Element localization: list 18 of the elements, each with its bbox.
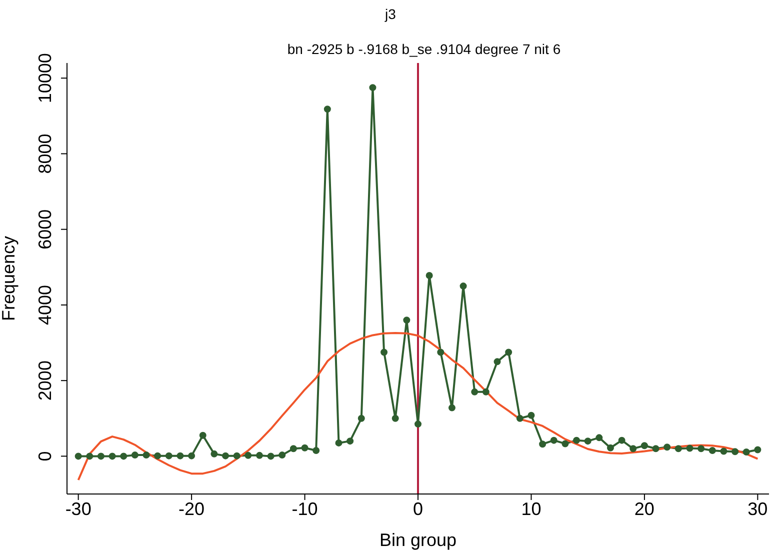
y-axis-title: Frequency xyxy=(0,236,18,322)
x-tick-label: 10 xyxy=(521,498,542,519)
chart-subtitle: bn -2925 b -.9168 b_se .9104 degree 7 nit 6 xyxy=(286,41,562,57)
x-tick-label: 30 xyxy=(748,498,768,519)
y-tick-label: 6000 xyxy=(35,209,55,250)
line-series xyxy=(77,332,759,482)
x-tick-label: 20 xyxy=(634,498,654,519)
x-tick-label: -10 xyxy=(292,498,318,519)
y-tick-label: 10000 xyxy=(35,53,55,104)
y-tick-label: 8000 xyxy=(35,134,55,174)
x-axis-title: Bin group xyxy=(379,530,457,550)
x-tick-label: -30 xyxy=(65,498,92,519)
y-tick-label: 4000 xyxy=(35,284,55,325)
chart-title: j3 xyxy=(384,6,397,22)
x-tick-label: -20 xyxy=(178,498,205,519)
y-tick-label: 2000 xyxy=(35,360,55,401)
x-tick-label: 0 xyxy=(412,498,424,519)
y-tick-label: 0 xyxy=(35,451,55,462)
